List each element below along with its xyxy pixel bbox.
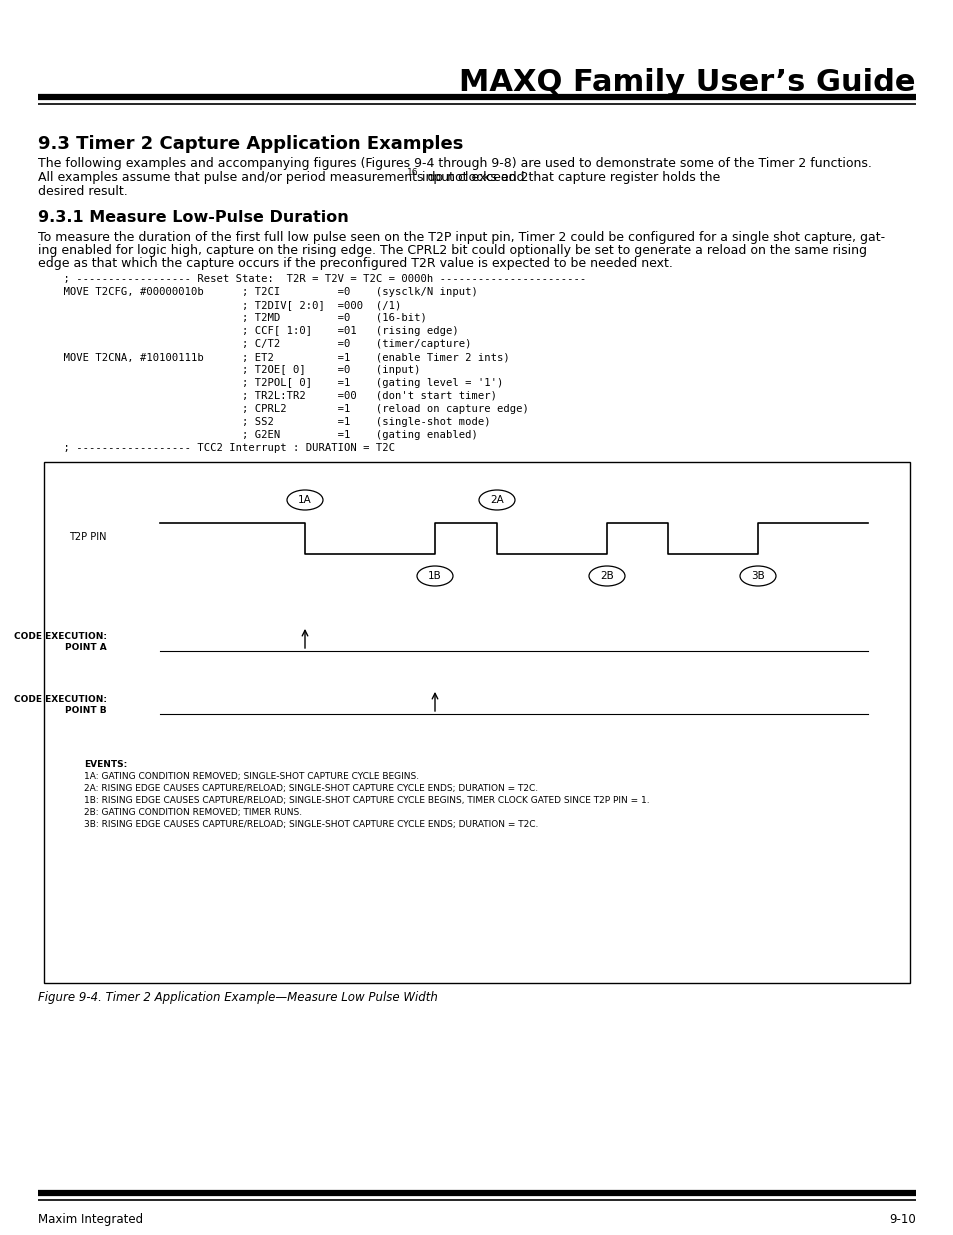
Text: CODE EXECUTION:
POINT A: CODE EXECUTION: POINT A — [14, 632, 107, 652]
Text: ; T2DIV[ 2:0]  =000  (/1): ; T2DIV[ 2:0] =000 (/1) — [38, 300, 401, 310]
Text: input clocks and that capture register holds the: input clocks and that capture register h… — [417, 170, 720, 184]
Text: To measure the duration of the first full low pulse seen on the T2P input pin, T: To measure the duration of the first ful… — [38, 231, 884, 245]
Text: 9.3.1 Measure Low-Pulse Duration: 9.3.1 Measure Low-Pulse Duration — [38, 210, 349, 225]
Text: ; T2OE[ 0]     =0    (input): ; T2OE[ 0] =0 (input) — [38, 366, 420, 375]
Text: ; SS2          =1    (single-shot mode): ; SS2 =1 (single-shot mode) — [38, 417, 490, 427]
Text: CODE EXECUTION:
POINT B: CODE EXECUTION: POINT B — [14, 695, 107, 715]
Text: ; CPRL2        =1    (reload on capture edge): ; CPRL2 =1 (reload on capture edge) — [38, 404, 528, 414]
Text: desired result.: desired result. — [38, 185, 128, 198]
Text: ; CCF[ 1:0]    =01   (rising edge): ; CCF[ 1:0] =01 (rising edge) — [38, 326, 458, 336]
Text: 2B: GATING CONDITION REMOVED; TIMER RUNS.: 2B: GATING CONDITION REMOVED; TIMER RUNS… — [84, 808, 302, 818]
Text: 2A: 2A — [490, 495, 503, 505]
Text: ; C/T2         =0    (timer/capture): ; C/T2 =0 (timer/capture) — [38, 338, 471, 350]
Text: The following examples and accompanying figures (Figures 9-4 through 9-8) are us: The following examples and accompanying … — [38, 157, 871, 170]
Text: ; T2POL[ 0]    =1    (gating level = '1'): ; T2POL[ 0] =1 (gating level = '1') — [38, 378, 503, 388]
Text: MOVE T2CNA, #10100111b      ; ET2          =1    (enable Timer 2 ints): MOVE T2CNA, #10100111b ; ET2 =1 (enable … — [38, 352, 509, 362]
Text: 9.3 Timer 2 Capture Application Examples: 9.3 Timer 2 Capture Application Examples — [38, 135, 463, 153]
Text: 1B: 1B — [428, 571, 441, 580]
Text: Maxim Integrated: Maxim Integrated — [38, 1213, 143, 1226]
Text: Figure 9-4. Timer 2 Application Example—Measure Low Pulse Width: Figure 9-4. Timer 2 Application Example—… — [38, 990, 437, 1004]
Text: 1A: GATING CONDITION REMOVED; SINGLE-SHOT CAPTURE CYCLE BEGINS.: 1A: GATING CONDITION REMOVED; SINGLE-SHO… — [84, 772, 418, 781]
Text: MOVE T2CFG, #00000010b      ; T2CI         =0    (sysclk/N input): MOVE T2CFG, #00000010b ; T2CI =0 (sysclk… — [38, 287, 477, 296]
Text: 9-10: 9-10 — [888, 1213, 915, 1226]
Text: ing enabled for logic high, capture on the rising edge. The CPRL2 bit could opti: ing enabled for logic high, capture on t… — [38, 245, 866, 257]
Text: MAXQ Family User’s Guide: MAXQ Family User’s Guide — [459, 68, 915, 98]
Text: EVENTS:: EVENTS: — [84, 760, 127, 769]
Bar — [44, 462, 909, 983]
Text: 16: 16 — [406, 168, 417, 177]
Text: ; T2MD         =0    (16-bit): ; T2MD =0 (16-bit) — [38, 312, 426, 324]
Text: T2P PIN: T2P PIN — [70, 532, 107, 542]
Text: ; ------------------ TCC2 Interrupt : DURATION = T2C: ; ------------------ TCC2 Interrupt : DU… — [38, 443, 395, 453]
Text: 1B: RISING EDGE CAUSES CAPTURE/RELOAD; SINGLE-SHOT CAPTURE CYCLE BEGINS, TIMER C: 1B: RISING EDGE CAUSES CAPTURE/RELOAD; S… — [84, 797, 649, 805]
Text: 3B: 3B — [750, 571, 764, 580]
Text: All examples assume that pulse and/or period measurements do not exceed 2: All examples assume that pulse and/or pe… — [38, 170, 528, 184]
Text: ; ------------------ Reset State:  T2R = T2V = T2C = 0000h ---------------------: ; ------------------ Reset State: T2R = … — [38, 274, 586, 284]
Text: ; TR2L:TR2     =00   (don't start timer): ; TR2L:TR2 =00 (don't start timer) — [38, 391, 497, 401]
Text: 1A: 1A — [297, 495, 312, 505]
Text: edge as that which the capture occurs if the preconfigured T2R value is expected: edge as that which the capture occurs if… — [38, 257, 672, 270]
Text: 2B: 2B — [599, 571, 613, 580]
Text: ; G2EN         =1    (gating enabled): ; G2EN =1 (gating enabled) — [38, 430, 477, 440]
Text: 3B: RISING EDGE CAUSES CAPTURE/RELOAD; SINGLE-SHOT CAPTURE CYCLE ENDS; DURATION : 3B: RISING EDGE CAUSES CAPTURE/RELOAD; S… — [84, 820, 537, 829]
Text: 2A: RISING EDGE CAUSES CAPTURE/RELOAD; SINGLE-SHOT CAPTURE CYCLE ENDS; DURATION : 2A: RISING EDGE CAUSES CAPTURE/RELOAD; S… — [84, 784, 537, 793]
